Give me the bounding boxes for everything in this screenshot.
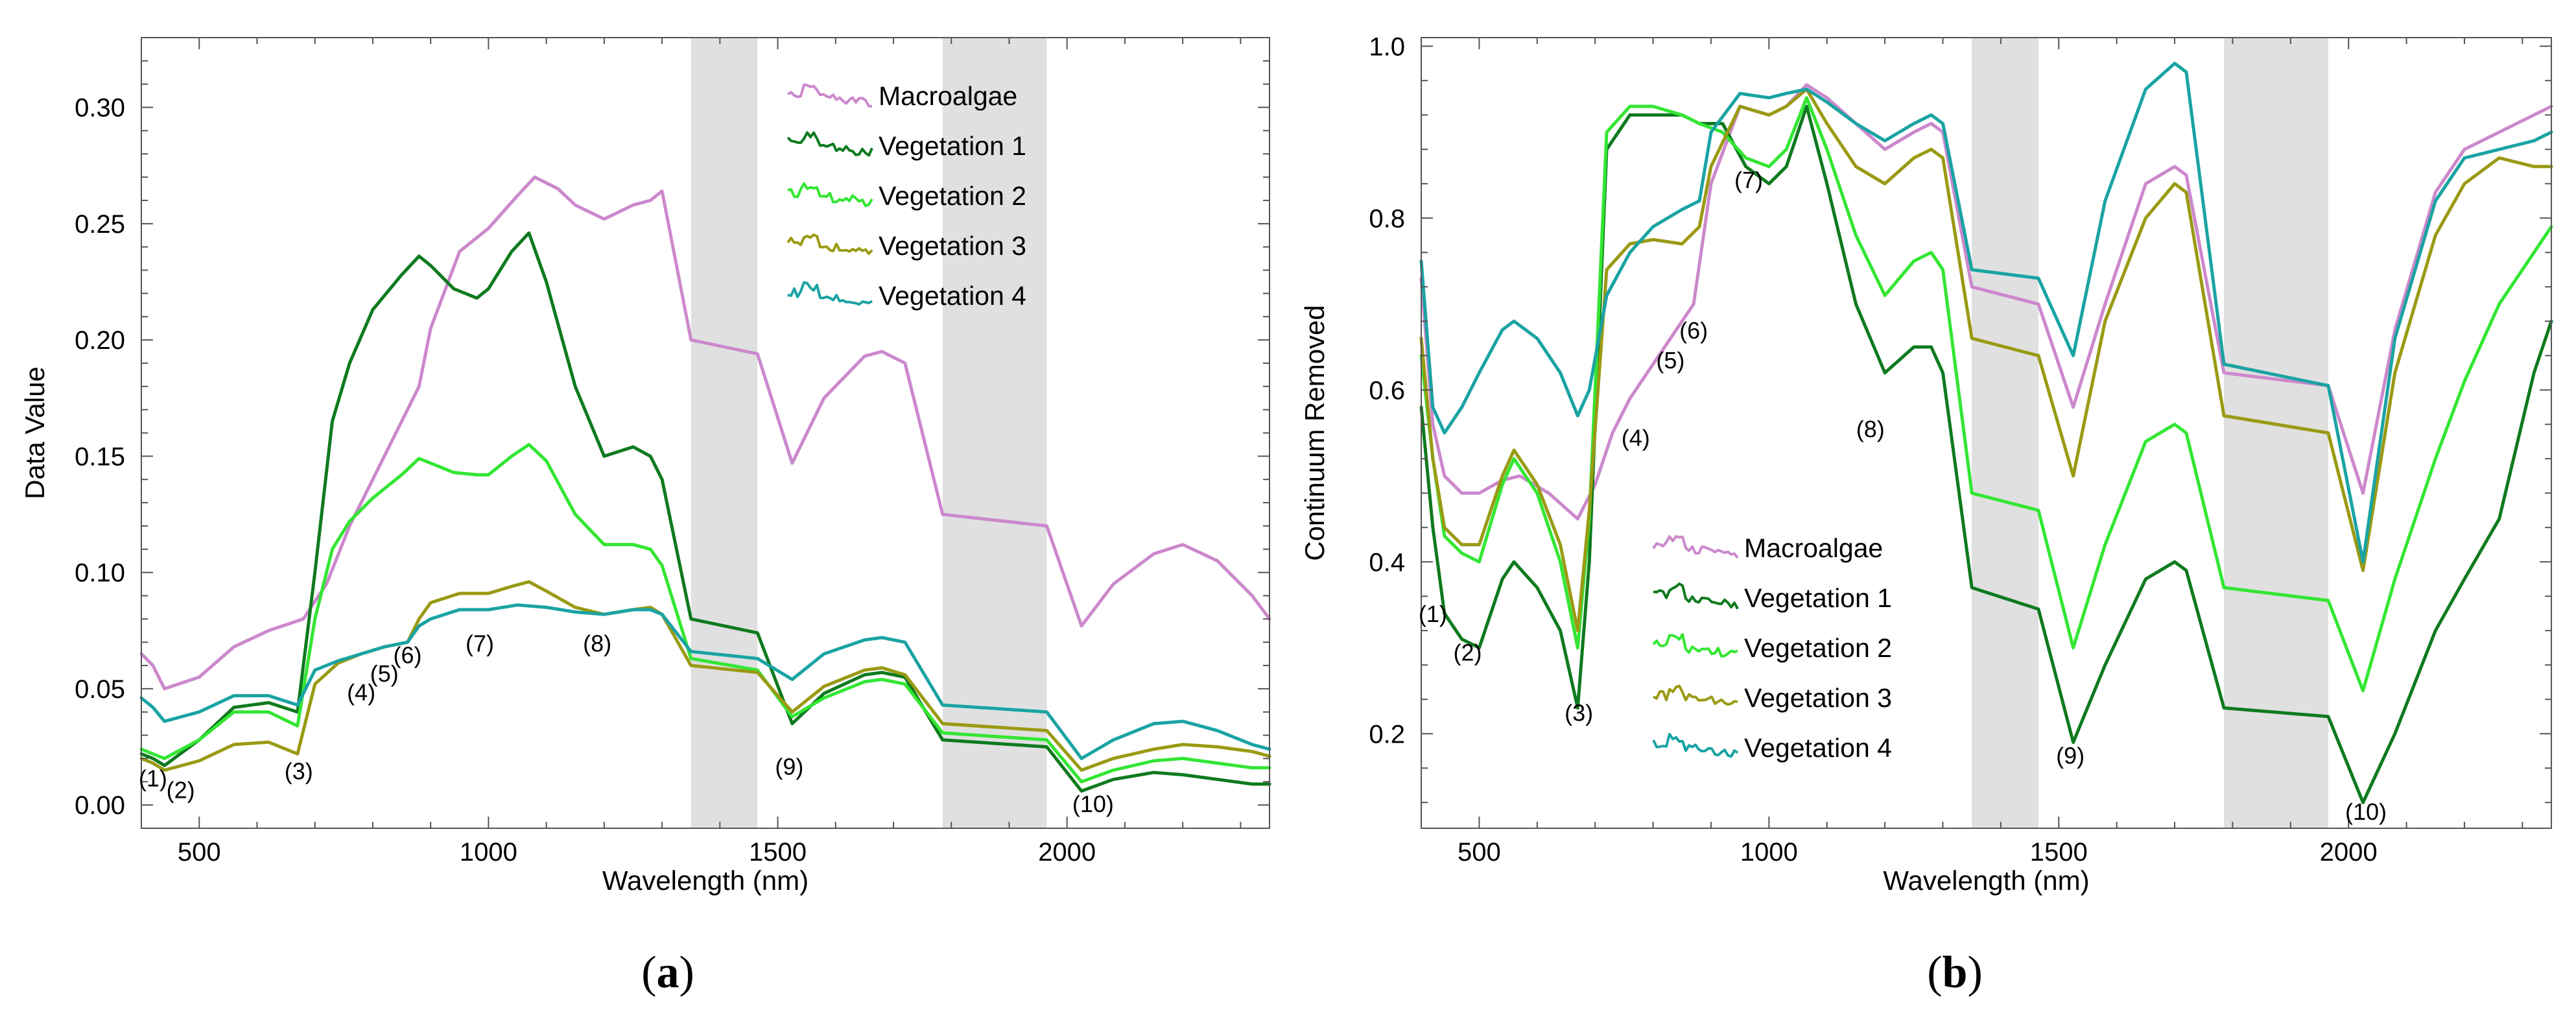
chart-a-legend-swatch	[786, 233, 873, 256]
chart-a: 500 1000 1500 2000 0.00 0.05 0.10 0.15 0.20 0.25 0…	[19, 37, 1271, 998]
chart-a-panel-label: (a)	[641, 948, 694, 998]
chart-a-series-vegetation-3	[139, 580, 1271, 772]
chart-b-legend-swatch	[1652, 633, 1738, 658]
chart-b-legend-label: Vegetation 2	[1744, 633, 1892, 663]
chart-a-legend-swatch	[787, 182, 873, 208]
chart-a-series-vegetation-1	[139, 231, 1271, 793]
chart-b-legend-swatch	[1653, 582, 1739, 610]
chart-a-series-vegetation-4	[139, 603, 1271, 760]
chart-b-y-tick-label: 0.8	[1369, 204, 1405, 233]
chart-b-annotation: (2)	[1454, 640, 1482, 666]
chart-a-annotation: (3)	[285, 758, 313, 785]
chart-b-y-tick-label: 0.6	[1369, 376, 1405, 405]
chart-b-x-tick-label: 500	[1458, 838, 1501, 867]
chart-b-legend-swatch	[1652, 535, 1739, 559]
chart-a-shaded-band-2	[942, 38, 1047, 828]
chart-b-series-vegetation-2	[1419, 96, 2553, 693]
chart-b-annotation: (6)	[1679, 317, 1708, 344]
chart-a-annotation: (6)	[393, 641, 421, 668]
chart-a-annotation: (9)	[775, 754, 803, 780]
chart-b-y-tick-label: 0.2	[1369, 720, 1405, 748]
chart-a-y-tick-label: 0.15	[75, 442, 125, 471]
chart-b-x-tick-label: 1000	[1740, 838, 1798, 867]
chart-a-legend-label: Vegetation 4	[879, 281, 1026, 311]
chart-b-y-tick-label: 1.0	[1369, 32, 1405, 61]
chart-a-legend-label: Vegetation 3	[879, 231, 1026, 261]
chart-b-legend-label: Vegetation 1	[1744, 583, 1892, 613]
chart-a-legend-swatch	[786, 131, 873, 157]
chart-a-annotation: (2)	[167, 776, 195, 803]
chart-a-y-tick-label: 0.25	[75, 210, 125, 239]
chart-a-x-tick-label: 500	[178, 838, 221, 867]
chart-b-series-macroalgae	[1419, 83, 2553, 521]
chart-a-annotation: (8)	[583, 630, 611, 657]
chart-b-y-axis-title: Continuum Removed	[1299, 305, 1330, 561]
chart-a-x-tick-label: 2000	[1038, 838, 1096, 867]
chart-a-legend-swatch	[786, 83, 873, 108]
chart-a-x-axis-title: Wavelength (nm)	[602, 865, 809, 896]
chart-b-annotation: (4)	[1622, 424, 1650, 451]
chart-a-x-tick-label: 1000	[460, 838, 517, 867]
chart-b-legend: Macroalgae Vegetation 1 Vegetation 2 Vegeta…	[1652, 533, 1892, 763]
chart-a-y-tick-label: 0.30	[75, 94, 125, 123]
chart-b-legend-label: Vegetation 3	[1744, 683, 1892, 713]
chart-b-x-tick-label: 1500	[2030, 838, 2088, 867]
chart-a-legend-label: Vegetation 2	[879, 181, 1026, 211]
chart-a-y-axis-title: Data Value	[19, 366, 50, 499]
chart-a-y-tick-label: 0.00	[75, 791, 125, 820]
chart-b-legend-swatch	[1652, 732, 1739, 758]
chart-b-axes-frame	[1421, 37, 2552, 829]
chart-b-annotation: (5)	[1656, 347, 1684, 374]
chart-b-legend-label: Macroalgae	[1744, 533, 1883, 563]
chart-b-series-vegetation-3	[1419, 88, 2553, 632]
chart-a-legend-swatch	[787, 281, 873, 306]
chart-b-x-tick-label: 2000	[2320, 838, 2378, 867]
chart-b-panel-label: (b)	[1927, 948, 1983, 998]
chart-a-annotation: (10)	[1072, 791, 1114, 817]
chart-a-legend-label: Macroalgae	[879, 81, 1017, 111]
chart-a-annotation: (4)	[347, 679, 375, 706]
chart-a-annotation: (5)	[370, 660, 399, 687]
chart-a-y-tick-label: 0.10	[75, 559, 125, 588]
chart-a-x-tick-label: 1500	[749, 838, 807, 867]
chart-a-legend: Macroalgae Vegetation 1 Vegetation 2 Vegeta…	[786, 81, 1026, 311]
chart-b-annotation: (1)	[1419, 601, 1447, 627]
chart-a-y-tick-label: 0.20	[75, 326, 125, 355]
chart-b-annotation: (7)	[1734, 167, 1763, 193]
chart-b-shaded-band-1	[1972, 38, 2038, 828]
chart-a-y-tick-label: 0.05	[75, 675, 125, 704]
chart-a-annotation: (7)	[466, 630, 494, 657]
chart-a-shaded-band-1	[691, 38, 758, 828]
chart-a-legend-label: Vegetation 1	[879, 131, 1026, 161]
chart-b-x-axis-title: Wavelength (nm)	[1883, 865, 2089, 896]
chart-b-annotation: (3)	[1565, 699, 1593, 726]
chart-b-annotation: (8)	[1856, 416, 1885, 442]
chart-b-annotation: (9)	[2056, 743, 2085, 769]
chart-b: 500 1000 1500 2000 0.2 0.4 0.6 0.8 1.0 Wavelength…	[1299, 32, 2553, 998]
chart-a-annotation: (1)	[139, 765, 167, 791]
chart-b-y-tick-label: 0.4	[1369, 548, 1405, 577]
chart-b-shaded-band-2	[2223, 38, 2328, 828]
chart-b-series-vegetation-4	[1419, 62, 2553, 564]
chart-b-annotation: (10)	[2345, 798, 2387, 825]
chart-a-series-vegetation-2	[139, 442, 1271, 784]
chart-b-series-vegetation-1	[1419, 104, 2553, 804]
chart-b-legend-swatch	[1653, 684, 1738, 706]
chart-b-legend-label: Vegetation 4	[1744, 733, 1892, 763]
